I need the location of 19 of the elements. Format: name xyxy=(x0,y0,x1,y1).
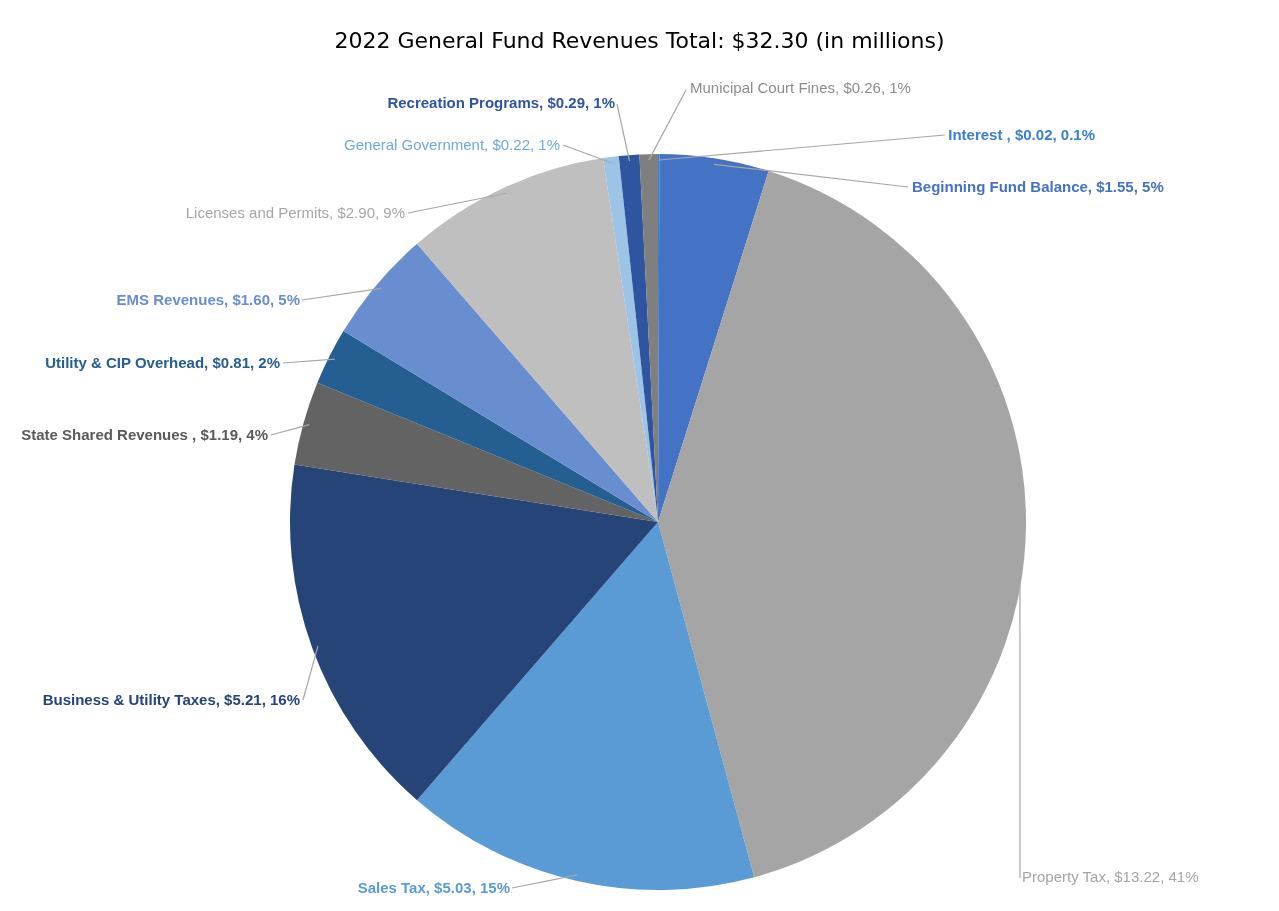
slice-label: Municipal Court Fines, $0.26, 1% xyxy=(690,79,911,96)
slice-label: Business & Utility Taxes, $5.21, 16% xyxy=(42,691,300,708)
slice-label: Sales Tax, $5.03, 15% xyxy=(357,879,510,896)
slice-label: EMS Revenues, $1.60, 5% xyxy=(116,291,300,308)
pie-slice xyxy=(658,154,769,522)
pie-slice xyxy=(417,158,658,522)
slice-label: Interest , $0.02, 0.1% xyxy=(948,126,1095,143)
slice-label: Utility & CIP Overhead, $0.81, 2% xyxy=(45,354,280,371)
slice-label: General Government, $0.22, 1% xyxy=(344,136,560,153)
pie-slice xyxy=(317,331,658,522)
slice-label: State Shared Revenues , $1.19, 4% xyxy=(21,426,268,443)
chart-title: 2022 General Fund Revenues Total: $32.30 (in millions) xyxy=(334,28,945,53)
pie-slice xyxy=(343,243,658,522)
slice-label: Licenses and Permits, $2.90, 9% xyxy=(185,204,405,221)
pie-slice xyxy=(603,156,658,522)
pie-slice xyxy=(294,382,658,522)
slice-label: Recreation Programs, $0.29, 1% xyxy=(387,94,615,111)
slice-label: Property Tax, $13.22, 41% xyxy=(1022,868,1199,885)
slice-label: Beginning Fund Balance, $1.55, 5% xyxy=(912,178,1164,195)
